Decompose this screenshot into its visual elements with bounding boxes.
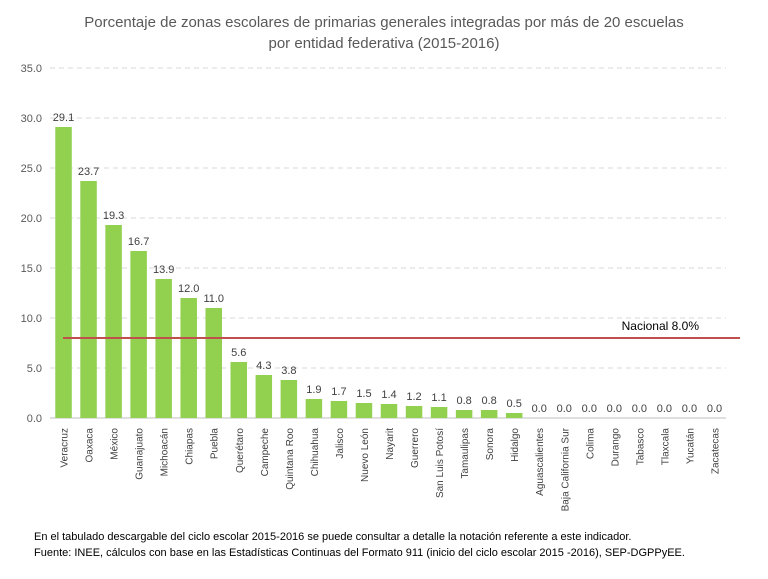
chart-title: Porcentaje de zonas escolares de primari… (0, 12, 768, 54)
x-tick-label: Tlaxcala (660, 428, 671, 466)
bar (480, 410, 498, 418)
x-tick-label: Durango (610, 428, 621, 467)
x-tick-label: Baja California Sur (560, 427, 571, 511)
data-label: 5.6 (231, 347, 246, 359)
data-label: 0.0 (582, 403, 597, 415)
data-label: 29.1 (53, 112, 74, 124)
y-tick-label: 5.0 (27, 363, 42, 375)
y-tick-label: 10.0 (21, 313, 42, 325)
data-label: 1.5 (356, 388, 371, 400)
x-tick-label: Guanajuato (135, 428, 146, 480)
data-label: 0.0 (532, 403, 547, 415)
y-tick-label: 25.0 (21, 163, 42, 175)
data-label: 0.0 (657, 403, 672, 415)
bar (305, 399, 323, 418)
data-label: 1.7 (331, 386, 346, 398)
data-label: 19.3 (103, 210, 124, 222)
y-tick-label: 0.0 (27, 413, 42, 425)
bar (405, 406, 423, 418)
data-label: 0.0 (607, 403, 622, 415)
bar (230, 362, 248, 418)
x-tick-label: Tabasco (635, 428, 646, 466)
data-label: 1.4 (381, 389, 396, 401)
chart-title-line-1: Porcentaje de zonas escolares de primari… (84, 14, 684, 31)
x-tick-label: Sonora (485, 428, 496, 461)
x-tick-label: Campeche (260, 428, 271, 477)
bar (105, 225, 122, 418)
y-tick-label: 15.0 (21, 263, 42, 275)
bar (330, 401, 348, 418)
x-tick-label: Querétaro (235, 428, 246, 473)
x-tick-label: México (110, 428, 121, 460)
bar (255, 375, 273, 418)
chart-title-line-2: por entidad federativa (2015-2016) (268, 35, 500, 52)
data-label: 4.3 (256, 360, 271, 372)
footnote-source: Fuente: INEE, cálculos con base en las E… (34, 547, 685, 559)
y-tick-label: 35.0 (21, 63, 42, 75)
bar (205, 308, 222, 418)
x-tick-label: Quintana Roo (285, 428, 296, 490)
x-tick-label: Nayarit (385, 428, 396, 460)
bar (430, 407, 448, 418)
data-label: 1.2 (406, 391, 421, 403)
x-tick-label: Oaxaca (85, 428, 96, 463)
x-tick-label: Nuevo León (360, 428, 371, 482)
data-label: 0.5 (507, 398, 522, 410)
data-label: 0.0 (707, 403, 722, 415)
data-label: 0.8 (481, 395, 496, 407)
bar (130, 251, 147, 418)
x-tick-label: Colima (585, 428, 596, 460)
data-label: 0.0 (632, 403, 647, 415)
x-tick-label: Hidalgo (510, 428, 521, 462)
data-label: 11.0 (203, 293, 224, 305)
bar (180, 298, 197, 418)
data-label: 23.7 (78, 166, 99, 178)
data-label: 1.9 (306, 384, 321, 396)
y-tick-label: 30.0 (21, 113, 42, 125)
data-label: 16.7 (128, 236, 149, 248)
data-label: 13.9 (153, 264, 174, 276)
bar (455, 410, 473, 418)
footnote-note: En el tabulado descargable del ciclo esc… (34, 531, 632, 543)
x-tick-label: Jalisco (335, 428, 346, 459)
x-tick-label: Veracruz (60, 428, 71, 467)
x-tick-label: Michoacán (160, 428, 171, 476)
x-tick-label: Zacatecas (710, 428, 721, 474)
bar (55, 127, 72, 418)
x-tick-label: Yucatán (685, 428, 696, 464)
bar (280, 380, 298, 418)
bar (380, 404, 398, 418)
data-label: 0.0 (682, 403, 697, 415)
bar (355, 403, 373, 418)
y-tick-label: 20.0 (21, 213, 42, 225)
data-label: 1.1 (431, 392, 446, 404)
x-tick-label: Aguascalientes (535, 428, 546, 496)
bar (155, 279, 172, 418)
bar (505, 413, 523, 418)
x-tick-label: Guerrero (410, 428, 421, 468)
x-tick-label: Tamaulipas (460, 428, 471, 479)
bar (80, 181, 97, 418)
data-label: 0.0 (557, 403, 572, 415)
x-tick-label: Puebla (210, 428, 221, 460)
data-label: 0.8 (456, 395, 471, 407)
x-tick-label: San Luis Potosí (435, 428, 446, 498)
x-tick-label: Chiapas (185, 428, 196, 465)
national-reference-label: Nacional 8.0% (622, 319, 700, 333)
x-tick-label: Chihuahua (310, 428, 321, 477)
data-label: 12.0 (178, 283, 199, 295)
data-label: 3.8 (281, 365, 296, 377)
